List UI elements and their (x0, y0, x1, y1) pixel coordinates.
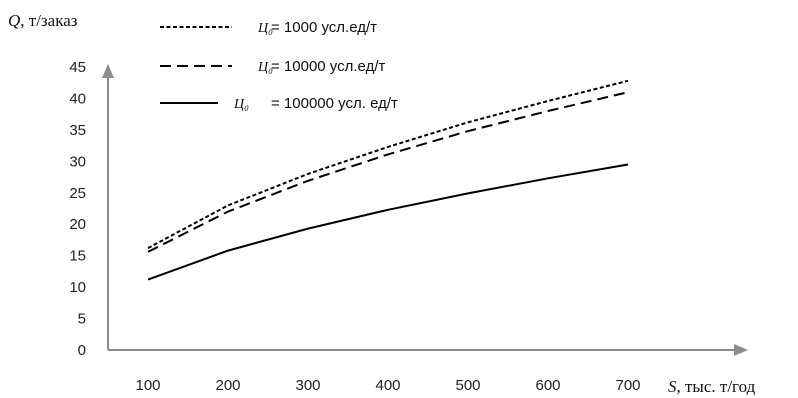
y-tick-label: 5 (78, 311, 86, 328)
x-tick-label: 100 (135, 377, 160, 394)
series-lines (147, 79, 629, 281)
y-axis-variable: Q (8, 11, 20, 30)
legend-symbol: Ц₀ (257, 60, 273, 75)
y-tick-label: 15 (69, 248, 86, 265)
y-axis-arrow (102, 64, 114, 78)
x-axis-unit: , тыс. т/год (677, 377, 756, 396)
y-tick-label: 45 (69, 59, 86, 76)
x-tick-label: 300 (295, 377, 320, 394)
x-tick-label: 200 (215, 377, 240, 394)
y-tick-label: 35 (69, 122, 86, 139)
y-tick-label: 40 (69, 90, 86, 107)
legend-label: = 1000 усл.ед/т (271, 19, 377, 36)
x-tick-label: 500 (455, 377, 480, 394)
y-tick-label: 0 (78, 342, 86, 359)
legend-label: = 10000 усл.ед/т (271, 58, 385, 75)
x-tick-label: 400 (375, 377, 400, 394)
series-line-dotted (147, 79, 629, 249)
y-tick-label: 30 (69, 153, 86, 170)
legend-symbol: Ц₀ (257, 21, 273, 36)
x-axis-arrow (734, 344, 748, 356)
y-tick-label: 25 (69, 185, 86, 202)
series-line-dashed (147, 91, 629, 253)
x-tick-label: 700 (615, 377, 640, 394)
y-axis-title: Q, т/заказ (8, 11, 78, 30)
legend-symbol: Ц₀ (233, 97, 249, 112)
x-tick-labels: 100 200 300 400 500 600 700 (135, 377, 640, 394)
x-tick-label: 600 (535, 377, 560, 394)
x-axis-title: S, тыс. т/год (668, 377, 756, 396)
y-axis-unit: , т/заказ (20, 11, 77, 30)
legend: Ц₀= 1000 усл.ед/тЦ₀= 10000 усл.ед/тЦ₀ = 1… (160, 19, 398, 112)
y-tick-label: 20 (69, 216, 86, 233)
axes (102, 64, 748, 356)
legend-label: = 100000 усл. ед/т (271, 95, 398, 112)
y-tick-label: 10 (69, 279, 86, 296)
y-tick-labels: 0 5 10 15 20 25 30 35 40 45 (69, 59, 86, 359)
x-axis-variable: S (668, 377, 677, 396)
series-line-solid (147, 163, 629, 281)
